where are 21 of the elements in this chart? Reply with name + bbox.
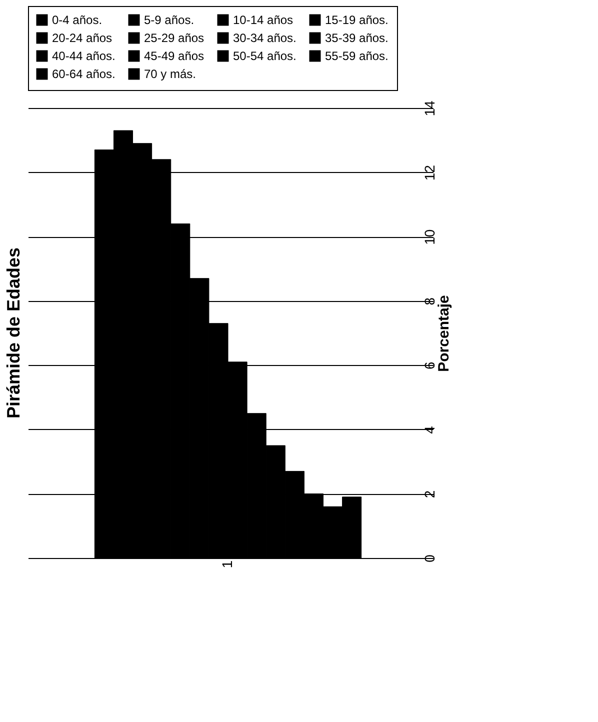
legend-label: 55-59 años.	[325, 49, 388, 63]
legend-label: 25-29 años	[144, 31, 204, 45]
y-tick-label: 10	[422, 229, 438, 245]
legend-label: 20-24 años	[52, 31, 112, 45]
legend-label: 35-39 años.	[325, 31, 388, 45]
legend-label: 40-44 años.	[52, 49, 116, 63]
text: Pirámide de Edades	[4, 247, 24, 419]
legend-label: 50-54 años.	[233, 49, 296, 63]
x-tick-label: 1	[219, 560, 235, 568]
legend-label: 5-9 años.	[144, 13, 194, 27]
legend-label: 15-19 años.	[325, 13, 388, 27]
legend-label: 60-64 años.	[52, 67, 116, 81]
y-tick-label: 14	[422, 100, 438, 116]
legend-label: 70 y más.	[144, 67, 196, 81]
y-tick-label: 0	[422, 554, 438, 562]
legend-label: 45-49 años	[144, 49, 204, 63]
y-tick-label: 12	[422, 164, 438, 181]
y-axis-title: Porcentaje	[436, 295, 452, 372]
legend-label: 0-4 años.	[52, 13, 102, 27]
legend-label: 30-34 años.	[233, 31, 296, 45]
legend-label: 10-14 años	[233, 13, 294, 27]
